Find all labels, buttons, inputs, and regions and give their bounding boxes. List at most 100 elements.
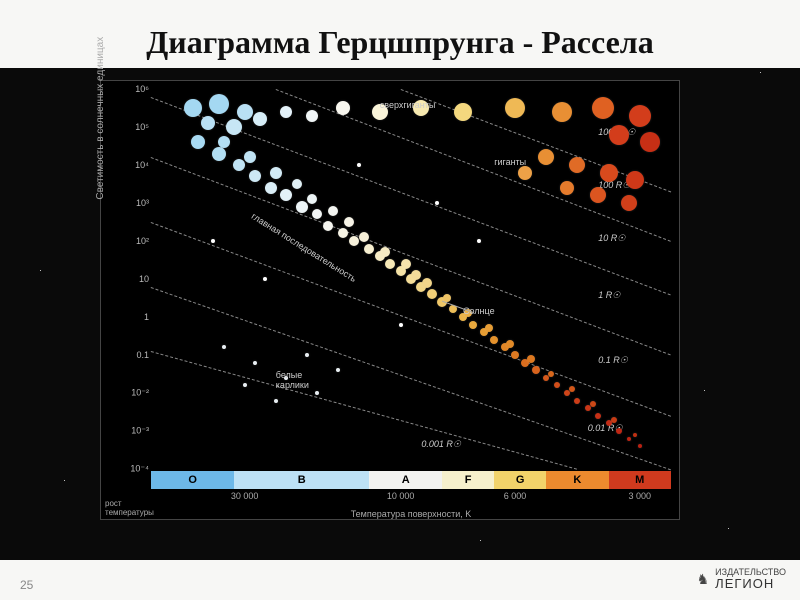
- publisher-line2: ЛЕГИОН: [715, 576, 774, 591]
- star-point: [590, 187, 606, 203]
- star-point: [270, 167, 282, 179]
- star-point: [336, 101, 350, 115]
- star-point: [629, 105, 651, 127]
- y-tick: 10⁻³: [107, 426, 149, 437]
- star-point: [454, 103, 472, 121]
- x-tick: 3 000: [629, 491, 652, 501]
- y-tick: 10²: [107, 236, 149, 246]
- star-point: [292, 179, 302, 189]
- star-point: [344, 217, 354, 227]
- star-point: [328, 206, 338, 216]
- y-axis-label: Светимость в солнечных единицах: [95, 37, 106, 200]
- y-tick: 10⁻⁴: [107, 464, 149, 475]
- star-point: [590, 401, 596, 407]
- annotation: главная последовательность: [250, 211, 358, 284]
- star-point: [640, 132, 660, 152]
- star-point: [548, 371, 554, 377]
- spectral-class: O: [151, 471, 234, 489]
- radius-label: 1 R☉: [598, 290, 620, 301]
- star-point: [477, 239, 481, 243]
- annotation: сверхгиганты: [380, 100, 436, 110]
- star-point: [253, 112, 267, 126]
- star-point: [226, 119, 242, 135]
- star-point: [621, 195, 637, 211]
- star-point: [626, 171, 644, 189]
- star-point: [611, 417, 617, 423]
- star-point: [485, 324, 493, 332]
- star-point: [249, 170, 261, 182]
- star-point: [469, 321, 477, 329]
- star-point: [336, 368, 340, 372]
- y-axis: 10⁻⁴10⁻³10⁻²0.111010²10³10⁴10⁵10⁶: [107, 89, 151, 469]
- star-point: [638, 444, 642, 448]
- star-point: [633, 433, 637, 437]
- y-tick: 10³: [107, 198, 149, 208]
- spectral-class: F: [442, 471, 494, 489]
- x-tick: 30 000: [231, 491, 259, 501]
- star-point: [338, 228, 348, 238]
- star-point: [506, 340, 514, 348]
- star-point: [518, 166, 532, 180]
- star-point: [600, 164, 618, 182]
- x-tick: 10 000: [387, 491, 415, 501]
- star-point: [323, 221, 333, 231]
- star-point: [569, 157, 585, 173]
- star-point: [427, 289, 437, 299]
- star-point: [401, 259, 411, 269]
- radius-isoline: [151, 222, 671, 417]
- radius-label: 10 R☉: [598, 233, 625, 244]
- star-point: [357, 163, 361, 167]
- star-point: [411, 270, 421, 280]
- star-point: [616, 428, 622, 434]
- publisher-icon: ♞: [697, 571, 710, 588]
- y-tick: 1: [107, 312, 149, 322]
- star-point: [280, 189, 292, 201]
- x-axis: 30 000 10 000 6 000 3 000: [151, 491, 671, 507]
- star-point: [554, 382, 560, 388]
- star-point: [490, 336, 498, 344]
- x-axis-label: Температура поверхности, K: [151, 509, 671, 519]
- y-tick: 10⁵: [107, 122, 149, 132]
- star-point: [359, 232, 369, 242]
- y-tick: 10: [107, 274, 149, 284]
- publisher-badge: ♞ ИЗДАТЕЛЬСТВО ЛЕГИОН: [697, 568, 786, 590]
- star-point: [435, 201, 439, 205]
- spectral-class: B: [234, 471, 369, 489]
- star-point: [511, 351, 519, 359]
- star-point: [609, 125, 629, 145]
- star-point: [218, 136, 230, 148]
- spectral-class: A: [369, 471, 442, 489]
- star-point: [569, 386, 575, 392]
- star-point: [312, 209, 322, 219]
- star-point: [574, 398, 580, 404]
- star-point: [592, 97, 614, 119]
- annotation: гиганты: [494, 157, 526, 167]
- star-point: [560, 181, 574, 195]
- star-point: [305, 353, 309, 357]
- radius-label: 0.001 R☉: [421, 439, 461, 450]
- star-point: [399, 323, 403, 327]
- star-point: [243, 383, 247, 387]
- star-point: [237, 104, 253, 120]
- star-point: [211, 239, 215, 243]
- spectral-class: K: [546, 471, 608, 489]
- star-point: [265, 182, 277, 194]
- slide-number: 25: [20, 578, 33, 592]
- hr-diagram: Светимость в солнечных единицах 10⁻⁴10⁻³…: [100, 80, 680, 520]
- star-point: [274, 399, 278, 403]
- star-point: [280, 106, 292, 118]
- y-tick: 10⁻²: [107, 388, 149, 399]
- star-point: [595, 413, 601, 419]
- star-point: [380, 247, 390, 257]
- page-title: Диаграмма Герцшпрунга - Рассела: [0, 24, 800, 61]
- star-point: [364, 244, 374, 254]
- star-point: [349, 236, 359, 246]
- y-tick: 10⁴: [107, 160, 149, 170]
- x-axis-left-label: рост температуры: [105, 499, 154, 517]
- star-point: [532, 366, 540, 374]
- x-tick: 6 000: [504, 491, 527, 501]
- annotation: белыекарлики: [276, 370, 309, 390]
- star-point: [201, 116, 215, 130]
- radius-isoline: [151, 287, 671, 470]
- star-point: [422, 278, 432, 288]
